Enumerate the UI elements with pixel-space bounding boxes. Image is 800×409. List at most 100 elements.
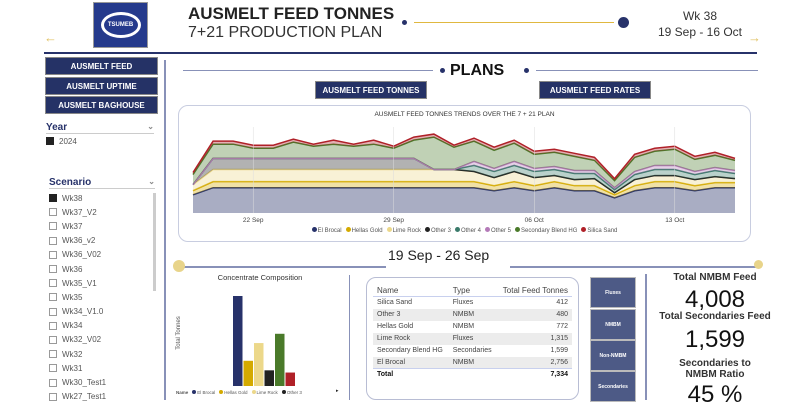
- bar-lime-rock[interactable]: [254, 343, 264, 386]
- back-arrow-icon[interactable]: ←: [44, 30, 57, 45]
- scenario-option[interactable]: Wk32: [49, 347, 155, 361]
- checkbox[interactable]: [49, 293, 57, 302]
- line-series: [192, 180, 735, 196]
- year-label: Year: [46, 122, 68, 133]
- checkbox[interactable]: [49, 321, 57, 330]
- ausmelt-feed-rates-button[interactable]: AUSMELT FEED RATES: [539, 81, 651, 99]
- checkbox[interactable]: [49, 208, 57, 217]
- year-option[interactable]: 2024: [46, 134, 154, 148]
- option-label: Wk27_Test1: [62, 392, 107, 402]
- legend-next-icon[interactable]: ▸: [336, 388, 339, 394]
- table-row[interactable]: Other 3 NMBM 480: [373, 308, 572, 321]
- scenario-option[interactable]: Wk30_Test1: [49, 375, 155, 389]
- checkbox[interactable]: [49, 364, 57, 373]
- checkbox[interactable]: [46, 137, 54, 146]
- bar-other-3[interactable]: [264, 370, 275, 386]
- secondaries-feed-label: Total Secondaries Feed: [659, 311, 771, 322]
- scenario-option[interactable]: Wk36_V02: [49, 248, 155, 262]
- table-row[interactable]: El Brocal NMBM 2,756: [373, 356, 572, 369]
- cell-name: Secondary Blend HG: [377, 347, 443, 354]
- nmbm-button[interactable]: NMBM: [590, 309, 636, 340]
- bar-el-brocal[interactable]: [233, 296, 243, 386]
- cell-total: 480: [496, 308, 572, 321]
- scenario-option[interactable]: Wk36_v2: [49, 234, 155, 248]
- date-range: 19 Sep - 16 Oct: [657, 25, 743, 39]
- fluxes-button[interactable]: Fluxes: [590, 277, 636, 308]
- scenario-option[interactable]: Wk35_V1: [49, 276, 155, 290]
- bar-secondary-blend-hg[interactable]: [275, 333, 285, 386]
- chevron-down-icon[interactable]: ⌄: [147, 122, 154, 131]
- scenario-option[interactable]: Wk34_V1.0: [49, 305, 155, 319]
- legend-item[interactable]: Secondary Blend HG: [515, 227, 577, 234]
- bar-hellas-gold[interactable]: [243, 360, 254, 386]
- scenario-option[interactable]: Wk32_V02: [49, 333, 155, 347]
- scenario-option[interactable]: Wk31: [49, 361, 155, 375]
- checkbox[interactable]: [49, 194, 57, 203]
- option-label: Wk32_V02: [62, 335, 102, 345]
- non-nmbm-button[interactable]: Non-NMBM: [590, 340, 636, 371]
- nav-ausmelt-uptime[interactable]: AUSMELT UPTIME: [45, 77, 158, 95]
- checkbox[interactable]: [49, 236, 57, 245]
- legend-label: El Brocal: [197, 390, 216, 395]
- legend-item[interactable]: Other 5: [484, 227, 511, 234]
- line-series: [192, 133, 736, 180]
- scenario-option[interactable]: Wk27_Test1: [49, 390, 155, 404]
- checkbox[interactable]: [49, 250, 57, 259]
- bar-chart: [233, 296, 296, 386]
- ausmelt-feed-tonnes-button[interactable]: AUSMELT FEED TONNES: [315, 81, 427, 99]
- scrollbar[interactable]: [153, 193, 156, 291]
- option-label: Wk35: [62, 292, 83, 302]
- legend-item[interactable]: El Brocal: [311, 227, 342, 234]
- checkbox[interactable]: [49, 265, 57, 274]
- col-name[interactable]: Name: [377, 285, 399, 295]
- bar-silica-sand[interactable]: [285, 372, 296, 386]
- cell-type: Fluxes: [448, 332, 497, 345]
- secondaries-button[interactable]: Secondaries: [590, 371, 636, 402]
- checkbox[interactable]: [49, 378, 57, 387]
- legend-dot-icon: [219, 390, 224, 394]
- legend-item[interactable]: Hellas Gold: [219, 390, 248, 395]
- legend-item[interactable]: Other 4: [454, 227, 481, 234]
- legend-item[interactable]: Silica Sand: [581, 227, 617, 234]
- cell-type: Fluxes: [452, 299, 474, 307]
- checkbox[interactable]: [49, 279, 57, 288]
- option-label: Wk37: [62, 221, 83, 231]
- legend-dot-icon: [345, 227, 351, 232]
- bar-chart-title: Concentrate Composition: [217, 273, 303, 282]
- legend-item[interactable]: Other 3: [281, 390, 302, 395]
- legend-item[interactable]: Other 3: [424, 227, 451, 234]
- scenario-option[interactable]: Wk37_V2: [49, 205, 155, 219]
- scenario-option[interactable]: Wk38: [49, 191, 155, 205]
- chevron-down-icon[interactable]: ⌄: [148, 177, 155, 186]
- col-type[interactable]: Type: [452, 285, 471, 295]
- table-row[interactable]: Silica Sand Fluxes 412: [373, 297, 572, 309]
- scenario-option[interactable]: Wk37: [49, 219, 155, 233]
- option-label: 2024: [59, 136, 77, 146]
- checkbox[interactable]: [49, 307, 57, 316]
- nav-ausmelt-baghouse[interactable]: AUSMELT BAGHOUSE: [45, 96, 158, 114]
- scenario-option[interactable]: Wk35: [49, 290, 155, 304]
- table-row[interactable]: Lime Rock Fluxes 1,315: [373, 332, 572, 345]
- area-chart-legend: El Brocal Hellas Gold Lime Rock Other 3 Othe…: [178, 227, 751, 234]
- nav-ausmelt-feed[interactable]: AUSMELT FEED: [45, 57, 158, 75]
- legend-item[interactable]: El Brocal: [192, 390, 215, 395]
- vertical-divider: [349, 275, 350, 400]
- plans-title: PLANS: [450, 62, 505, 79]
- col-total[interactable]: Total Feed Tonnes: [502, 285, 568, 295]
- x-tick-label: 13 Oct: [665, 217, 684, 224]
- legend-item[interactable]: Lime Rock: [386, 227, 421, 234]
- checkbox[interactable]: [49, 335, 57, 344]
- table-row[interactable]: Hellas Gold NMBM 772: [373, 321, 572, 333]
- forward-arrow-icon[interactable]: →: [748, 30, 761, 45]
- checkbox[interactable]: [49, 350, 57, 359]
- scenario-option[interactable]: Wk34: [49, 319, 155, 333]
- legend-dot-icon: [386, 227, 392, 232]
- scenario-option[interactable]: Wk36: [49, 262, 155, 276]
- legend-item[interactable]: Hellas Gold: [345, 227, 383, 234]
- vertical-divider: [645, 274, 647, 400]
- cell-name: Silica Sand: [377, 299, 413, 307]
- legend-item[interactable]: Lime Rock: [251, 390, 278, 395]
- legend-dot-icon: [281, 390, 286, 394]
- checkbox[interactable]: [49, 222, 57, 231]
- table-row[interactable]: Secondary Blend HG Secondaries 1,599: [373, 345, 572, 357]
